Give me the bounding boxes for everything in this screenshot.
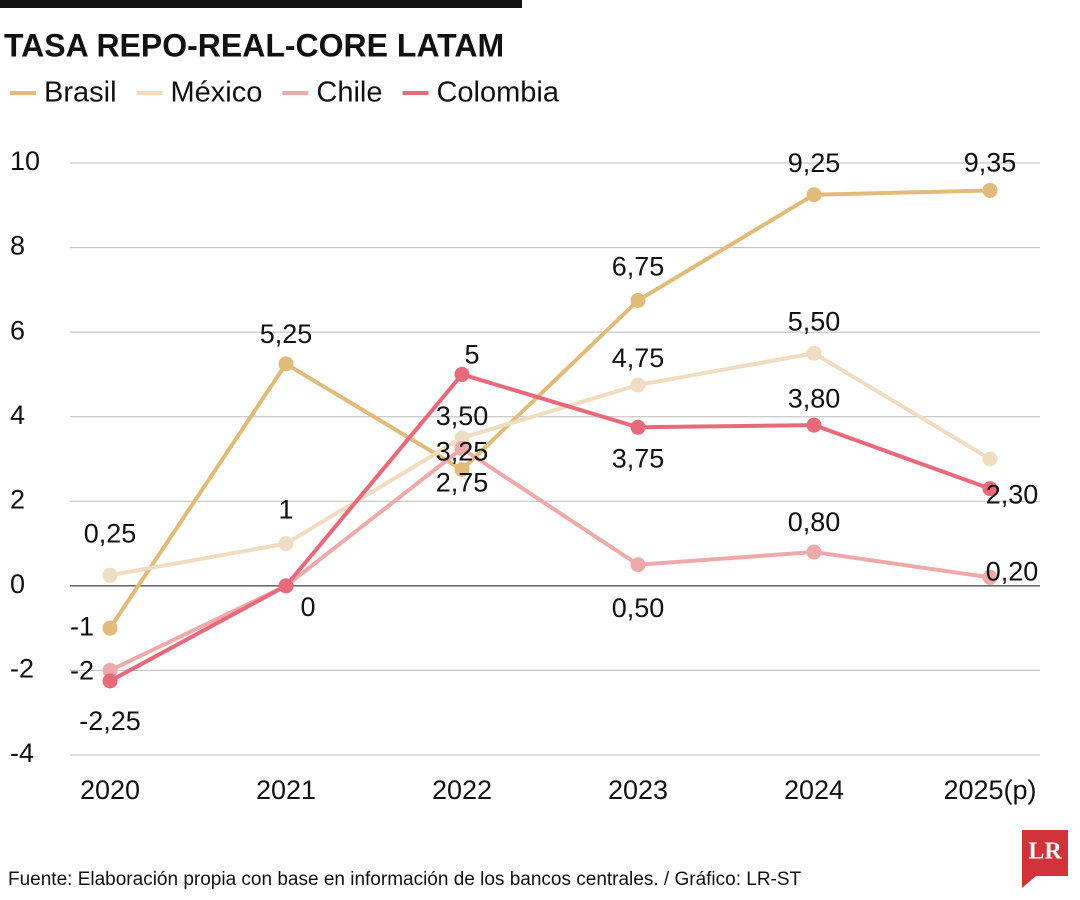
data-point [982, 182, 998, 198]
x-tick-label: 2022 [432, 775, 492, 805]
y-tick-label: 10 [10, 146, 40, 176]
data-point [454, 462, 470, 478]
series-line [109, 445, 991, 673]
data-point [806, 345, 822, 361]
data-label: 3,80 [788, 383, 841, 413]
y-tick-label: 6 [10, 315, 25, 345]
data-point [102, 673, 118, 689]
data-point [278, 578, 294, 594]
data-point [454, 366, 470, 382]
data-label: 0,50 [612, 593, 665, 623]
series-line [108, 188, 991, 630]
data-label: 3,75 [612, 443, 665, 473]
legend-label: Colombia [436, 77, 559, 109]
data-label: 0,25 [84, 518, 137, 548]
data-label: -2,25 [79, 706, 141, 736]
data-label: 5,25 [260, 319, 313, 349]
data-point [630, 292, 646, 308]
x-tick-label: 2021 [256, 775, 316, 805]
data-label: 0,20 [986, 557, 1039, 587]
source-note: Fuente: Elaboración propia con base en i… [8, 869, 802, 890]
legend-label: Brasil [44, 77, 117, 109]
data-point [102, 567, 118, 583]
data-label: -1 [70, 611, 94, 641]
data-label: 1 [278, 495, 293, 525]
data-label: 6,75 [612, 252, 665, 282]
logo-badge [1022, 830, 1068, 888]
data-label: 0,80 [788, 507, 841, 537]
data-point [982, 481, 998, 497]
data-label: 3,50 [436, 401, 489, 431]
data-point [982, 569, 998, 585]
data-label: 3,25 [436, 437, 489, 467]
data-label: 9,35 [964, 148, 1017, 178]
series-line [109, 351, 992, 578]
y-tick-label: 8 [10, 231, 25, 261]
data-label: 0 [300, 592, 315, 622]
y-tick-label: 4 [10, 400, 25, 430]
top-bar [0, 0, 522, 8]
data-point [630, 419, 646, 435]
data-point [806, 417, 822, 433]
x-tick-label: 2024 [784, 775, 844, 805]
y-tick-label: -2 [10, 654, 34, 684]
data-point [982, 451, 998, 467]
x-tick-label: 2023 [608, 775, 668, 805]
x-tick-label: 2025(p) [943, 775, 1036, 805]
data-point [630, 377, 646, 393]
y-tick-label: -4 [10, 738, 34, 768]
data-label: 5,50 [788, 306, 841, 336]
data-label: -2 [70, 656, 94, 686]
data-point [102, 662, 118, 678]
x-tick-label: 2020 [80, 775, 140, 805]
data-point [806, 544, 822, 560]
data-point [278, 536, 294, 552]
data-point [278, 356, 294, 372]
data-point [102, 620, 118, 636]
y-tick-label: 0 [10, 569, 25, 599]
data-label: 5 [464, 340, 479, 370]
data-label: 2,30 [986, 480, 1039, 510]
logo: LR [1028, 839, 1062, 865]
y-tick-label: 2 [10, 484, 25, 514]
data-point [454, 430, 470, 446]
data-label: 2,75 [436, 468, 489, 498]
data-point [454, 440, 470, 456]
data-label: 9,25 [788, 148, 841, 178]
legend-label: México [171, 77, 263, 109]
chart-title: TASA REPO-REAL-CORE LATAM [4, 27, 504, 63]
series-line [109, 372, 991, 683]
data-point [630, 557, 646, 573]
legend-label: Chile [316, 77, 382, 109]
data-label: 4,75 [612, 343, 665, 373]
data-point [806, 187, 822, 203]
